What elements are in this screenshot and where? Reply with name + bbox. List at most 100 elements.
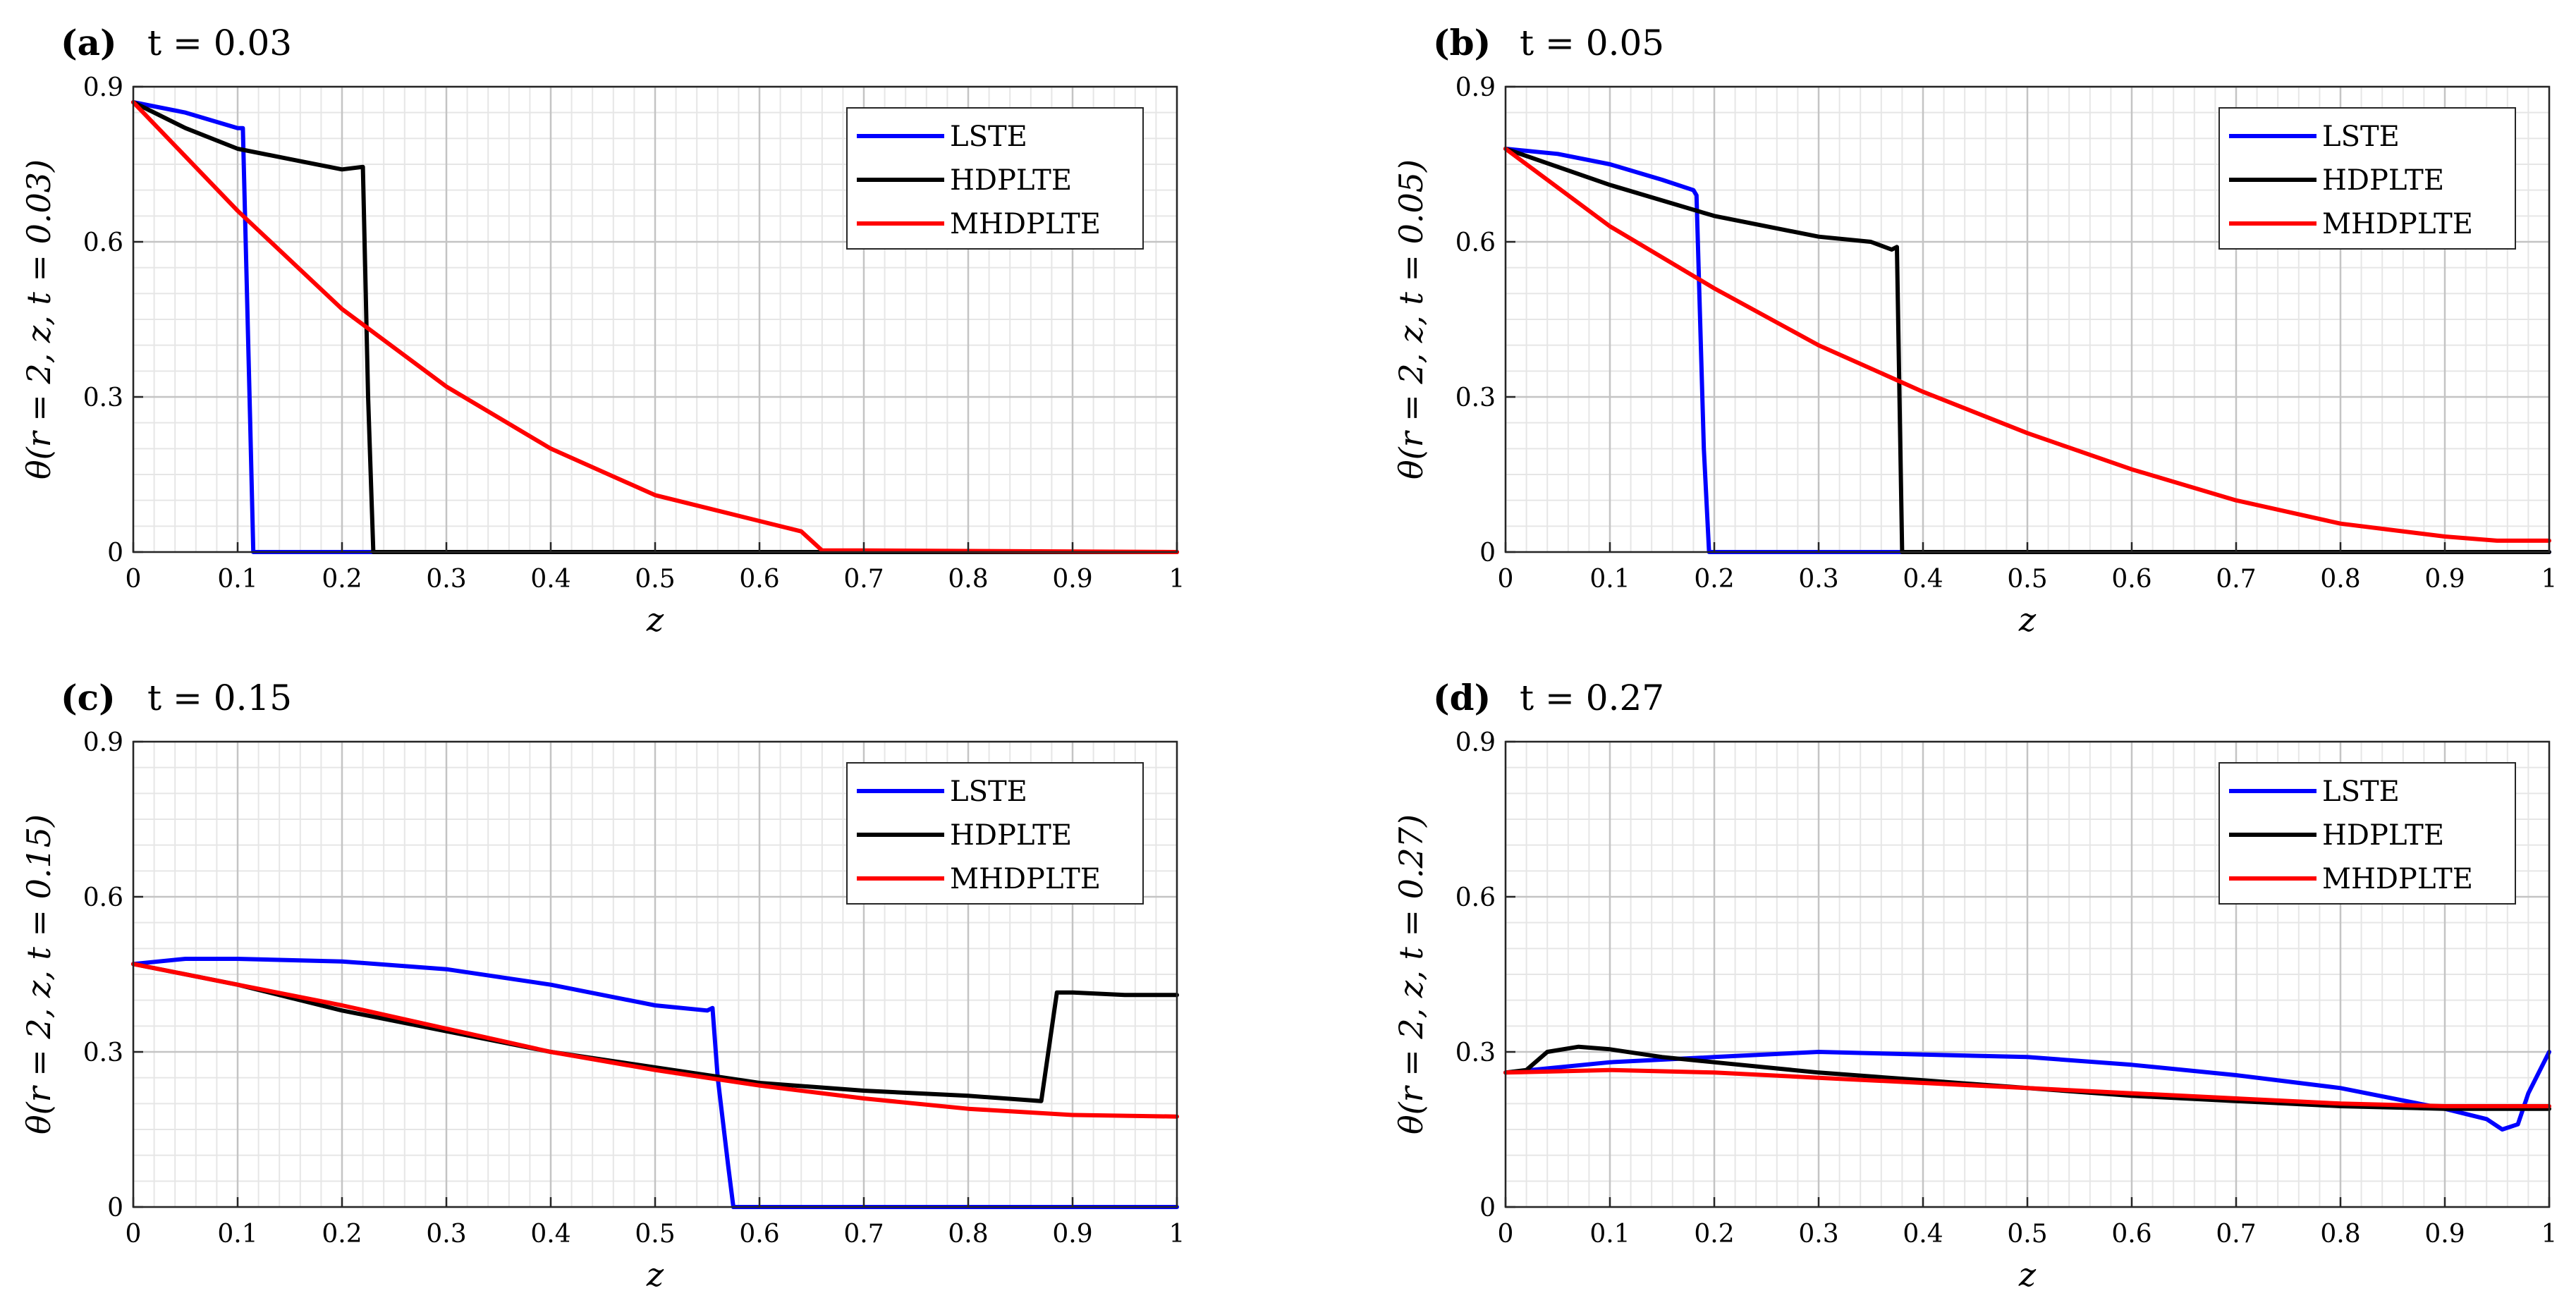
x-tick-label: 0.9 [1052, 565, 1092, 594]
x-tick-label: 0.6 [2111, 1220, 2151, 1249]
legend-label-mhdplte: MHDPLTE [950, 208, 1101, 240]
x-tick-label: 0.8 [948, 565, 988, 594]
chart-panel-2: 0 0.1 0.2 0.3 0.4 0.5 0.6 0.7 0.8 0.9 1 0 0.3 0.6 0.9 z… [1392, 22, 2557, 639]
x-tick-label: 0.9 [2424, 1220, 2465, 1249]
x-tick-label: 0.3 [1798, 1220, 1838, 1249]
x-axis-label: z [646, 601, 664, 639]
y-tick-label: 0.6 [83, 883, 123, 912]
legend: LSTE HDPLTE MHDPLTE [2218, 107, 2516, 250]
legend: LSTE HDPLTE MHDPLTE [846, 107, 1144, 250]
legend-label-hdplte: HDPLTE [2322, 164, 2444, 197]
legend-label-lste: LSTE [950, 776, 1027, 808]
x-tick-label: 0.8 [2320, 1220, 2360, 1249]
series-line-mhdplte [131, 100, 1179, 554]
x-tick-label: 1 [1169, 1220, 1185, 1249]
x-tick-label: 0.4 [1903, 1220, 1943, 1249]
legend-label-lste: LSTE [950, 121, 1027, 153]
panel-title: t = 0.03 [147, 23, 292, 63]
panel-title: t = 0.27 [1520, 678, 1664, 718]
series-line-hdplte [131, 100, 1179, 554]
x-tick-label: 0.7 [843, 565, 884, 594]
y-tick-label: 0.6 [1455, 883, 1496, 912]
panel-title: t = 0.15 [147, 678, 292, 718]
x-tick-label: 0.6 [739, 565, 779, 594]
series-line-lste [1503, 147, 2551, 554]
legend-label-hdplte: HDPLTE [2322, 819, 2444, 852]
series-line-lste [131, 957, 1179, 1209]
panel-tag: (a) [61, 22, 117, 63]
y-axis: 0 0.3 0.6 0.9 [83, 73, 143, 568]
y-tick-label: 0.6 [83, 228, 123, 257]
y-tick-label: 0.9 [83, 73, 123, 102]
x-tick-label: 0 [1498, 565, 1514, 594]
y-tick-label: 0 [1479, 539, 1496, 568]
y-tick-label: 0 [1479, 1194, 1496, 1223]
y-tick-label: 0.6 [1455, 228, 1496, 257]
legend-label-mhdplte: MHDPLTE [2322, 863, 2473, 895]
series-line-hdplte [1503, 147, 2551, 554]
x-tick-label: 0.5 [635, 565, 675, 594]
y-axis: 0 0.3 0.6 0.9 [1455, 73, 1515, 568]
chart-panel-4: 0 0.1 0.2 0.3 0.4 0.5 0.6 0.7 0.8 0.9 1 0 0.3 0.6 0.9 z… [1392, 677, 2557, 1294]
y-tick-label: 0 [107, 1194, 123, 1223]
panel-title: t = 0.05 [1520, 23, 1664, 63]
panel-tag: (d) [1433, 677, 1491, 718]
legend-label-lste: LSTE [2322, 121, 2400, 153]
x-tick-label: 0.3 [1798, 565, 1838, 594]
x-tick-label: 0.4 [530, 565, 570, 594]
panel-tag: (b) [1433, 22, 1491, 63]
legend-label-mhdplte: MHDPLTE [2322, 208, 2473, 240]
y-tick-label: 0.9 [1455, 73, 1496, 102]
y-tick-label: 0 [107, 539, 123, 568]
series-line-hdplte [1503, 1044, 2551, 1111]
y-tick-label: 0.3 [1455, 384, 1496, 412]
x-axis: 0 0.1 0.2 0.3 0.4 0.5 0.6 0.7 0.8 0.9 1 [126, 542, 1185, 594]
x-axis-label: z [2018, 1256, 2037, 1294]
x-axis-label: z [646, 1256, 664, 1294]
x-tick-label: 1 [2541, 1220, 2558, 1249]
minor-grid [133, 742, 1177, 1207]
x-tick-label: 0.5 [635, 1220, 675, 1249]
x-tick-label: 0.5 [2007, 565, 2047, 594]
x-axis: 0 0.1 0.2 0.3 0.4 0.5 0.6 0.7 0.8 0.9 1 [126, 1197, 1185, 1249]
x-tick-label: 0.4 [530, 1220, 570, 1249]
x-tick-label: 0.7 [2216, 565, 2256, 594]
legend: LSTE HDPLTE MHDPLTE [2218, 762, 2516, 905]
legend-label-hdplte: HDPLTE [950, 819, 1072, 852]
x-tick-label: 0.4 [1903, 565, 1943, 594]
x-tick-label: 0 [126, 1220, 142, 1249]
x-tick-label: 0.9 [1052, 1220, 1092, 1249]
x-tick-label: 0.3 [426, 565, 466, 594]
y-tick-label: 0.3 [83, 384, 123, 412]
series-line-lste [1503, 1050, 2551, 1132]
x-tick-label: 0.8 [2320, 565, 2360, 594]
x-axis: 0 0.1 0.2 0.3 0.4 0.5 0.6 0.7 0.8 0.9 1 [1498, 1197, 2558, 1249]
x-tick-label: 0.2 [322, 565, 362, 594]
series-line-mhdplte [1503, 1067, 2551, 1108]
x-tick-label: 0.5 [2007, 1220, 2047, 1249]
series-line-mhdplte [1503, 147, 2551, 543]
x-tick-label: 1 [2541, 565, 2558, 594]
x-tick-label: 0.2 [1694, 565, 1734, 594]
x-tick-label: 0.1 [1589, 1220, 1630, 1249]
series-line-hdplte [131, 962, 1179, 1103]
x-tick-label: 0 [126, 565, 142, 594]
panel-tag: (c) [61, 677, 116, 718]
x-tick-label: 0.7 [2216, 1220, 2256, 1249]
x-tick-label: 0.6 [739, 1220, 779, 1249]
x-tick-label: 1 [1169, 565, 1185, 594]
chart-panel-1: 0 0.1 0.2 0.3 0.4 0.5 0.6 0.7 0.8 0.9 1 0 0.3 0.6 0.9 z… [20, 22, 1185, 639]
x-axis-label: z [2018, 601, 2037, 639]
y-axis-label: θ(r = 2, z, t = 0.15) [20, 814, 58, 1134]
x-tick-label: 0.1 [1589, 565, 1630, 594]
legend: LSTE HDPLTE MHDPLTE [846, 762, 1144, 905]
legend-label-hdplte: HDPLTE [950, 164, 1072, 197]
y-tick-label: 0.9 [83, 728, 123, 757]
x-tick-label: 0 [1498, 1220, 1514, 1249]
y-tick-label: 0.3 [1455, 1039, 1496, 1067]
y-axis: 0 0.3 0.6 0.9 [1455, 728, 1515, 1223]
x-tick-label: 0.2 [322, 1220, 362, 1249]
y-tick-label: 0.3 [83, 1039, 123, 1067]
x-tick-label: 0.6 [2111, 565, 2151, 594]
